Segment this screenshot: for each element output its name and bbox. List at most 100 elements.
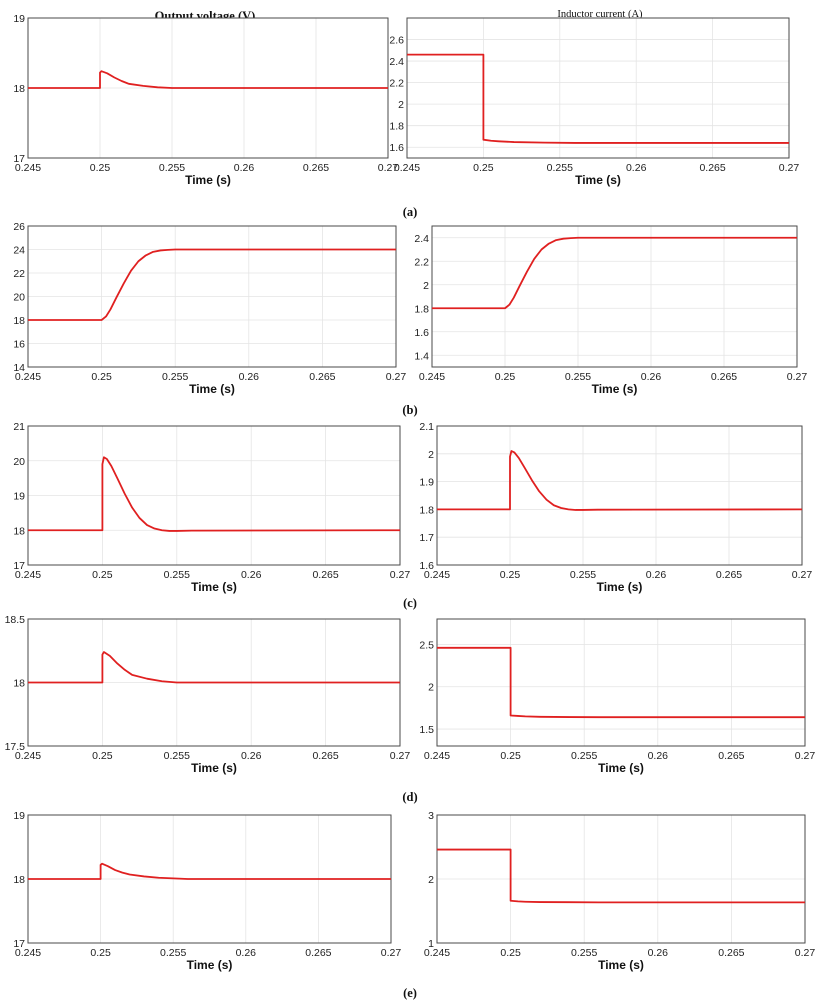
series-line bbox=[437, 848, 805, 904]
x-tick-label: 0.26 bbox=[626, 162, 647, 174]
y-tick-label: 17 bbox=[13, 153, 25, 165]
x-tick-label: 0.255 bbox=[547, 162, 573, 174]
x-tick-label: 0.26 bbox=[241, 750, 262, 762]
x-tick-label: 0.265 bbox=[716, 569, 742, 581]
y-tick-label: 1.4 bbox=[414, 350, 429, 362]
y-tick-label: 2 bbox=[398, 99, 404, 111]
x-tick-label: 0.26 bbox=[236, 947, 257, 959]
panel-b-left: 0.245 0.25 0.255 0.26 0.265 0.27 14 16 18 20 22 24 2… bbox=[13, 221, 406, 396]
x-tick-label: 0.255 bbox=[571, 947, 597, 959]
x-tick-label: 0.265 bbox=[711, 371, 737, 383]
y-tick-label: 18 bbox=[13, 874, 25, 886]
y-tick-label: 1.7 bbox=[419, 532, 434, 544]
y-tick-label: 3 bbox=[428, 810, 434, 822]
y-tick-label: 21 bbox=[13, 421, 25, 433]
x-tick-label: 0.27 bbox=[390, 569, 411, 581]
y-tick-label: 16 bbox=[13, 339, 25, 351]
panel-d-left: 0.245 0.25 0.255 0.26 0.265 0.27 17.5 18 18.5 Tim… bbox=[5, 614, 411, 775]
x-tick-label: 0.255 bbox=[162, 371, 188, 383]
title-right: Inductor current (A) bbox=[557, 9, 643, 20]
y-tick-label: 2.2 bbox=[389, 78, 404, 90]
y-tick-label: 22 bbox=[13, 268, 25, 280]
x-tick-label: 0.25 bbox=[473, 162, 494, 174]
y-tick-label: 19 bbox=[13, 810, 25, 822]
plot-frame bbox=[406, 17, 790, 159]
y-tick-label: 19 bbox=[13, 13, 25, 25]
y-tick-label: 1.6 bbox=[414, 327, 429, 339]
x-tick-label: 0.25 bbox=[495, 371, 516, 383]
y-tick-label: 1.6 bbox=[389, 142, 404, 154]
x-tick-label: 0.245 bbox=[394, 162, 420, 174]
x-tick-label: 0.255 bbox=[159, 162, 185, 174]
x-tick-label: 0.245 bbox=[15, 569, 41, 581]
x-tick-label: 0.245 bbox=[424, 569, 450, 581]
x-axis-label: Time (s) bbox=[189, 382, 235, 396]
plot-frame bbox=[27, 225, 397, 368]
x-tick-label: 0.265 bbox=[309, 371, 335, 383]
plot-frame bbox=[431, 225, 798, 368]
x-tick-label: 0.25 bbox=[90, 947, 111, 959]
y-tick-label: 20 bbox=[13, 456, 25, 468]
plot-frame bbox=[436, 814, 806, 944]
subfigure-label-e: (e) bbox=[403, 986, 417, 1000]
y-tick-label: 2 bbox=[428, 682, 434, 694]
x-tick-label: 0.265 bbox=[312, 569, 338, 581]
panel-a-right: 0.245 0.25 0.255 0.26 0.265 0.27 1.6 1.8 2 2.2 2.4… bbox=[389, 17, 799, 187]
y-tick-label: 18.5 bbox=[5, 614, 26, 626]
y-tick-label: 1 bbox=[428, 938, 434, 950]
y-tick-label: 1.6 bbox=[419, 560, 434, 572]
x-tick-label: 0.245 bbox=[15, 162, 41, 174]
x-tick-label: 0.26 bbox=[648, 947, 669, 959]
x-tick-label: 0.265 bbox=[303, 162, 329, 174]
x-tick-label: 0.265 bbox=[305, 947, 331, 959]
y-tick-label: 2.6 bbox=[389, 35, 404, 47]
x-tick-label: 0.27 bbox=[386, 371, 407, 383]
series-line bbox=[28, 651, 400, 684]
x-tick-label: 0.26 bbox=[234, 162, 255, 174]
x-tick-label: 0.255 bbox=[164, 569, 190, 581]
y-tick-label: 2.4 bbox=[414, 233, 429, 245]
x-tick-label: 0.25 bbox=[90, 162, 111, 174]
x-tick-label: 0.27 bbox=[795, 947, 816, 959]
x-axis-label: Time (s) bbox=[597, 580, 643, 594]
subfigure-label-d: (d) bbox=[402, 790, 417, 804]
y-tick-label: 1.9 bbox=[419, 477, 434, 489]
y-tick-label: 1.8 bbox=[414, 303, 429, 315]
y-tick-label: 19 bbox=[13, 491, 25, 503]
y-tick-label: 17.5 bbox=[5, 741, 26, 753]
panel-d-right: 0.245 0.25 0.255 0.26 0.265 0.27 1.5 2 2.5 Time (… bbox=[419, 618, 815, 775]
x-tick-label: 0.26 bbox=[646, 569, 667, 581]
x-tick-label: 0.25 bbox=[500, 750, 521, 762]
series-line bbox=[28, 70, 388, 89]
x-tick-label: 0.255 bbox=[570, 569, 596, 581]
y-tick-label: 2.4 bbox=[389, 56, 404, 68]
y-tick-label: 24 bbox=[13, 245, 25, 257]
plot-area bbox=[436, 425, 803, 566]
x-tick-label: 0.255 bbox=[571, 750, 597, 762]
x-tick-label: 0.245 bbox=[419, 371, 445, 383]
x-tick-label: 0.255 bbox=[160, 947, 186, 959]
y-tick-label: 20 bbox=[13, 292, 25, 304]
x-tick-label: 0.26 bbox=[241, 569, 262, 581]
x-axis-label: Time (s) bbox=[185, 173, 231, 187]
series-line bbox=[28, 248, 396, 321]
series-line bbox=[432, 236, 797, 310]
y-tick-label: 17 bbox=[13, 560, 25, 572]
panel-b-right: 0.245 0.25 0.255 0.26 0.265 0.27 1.4 1.6 1.8 2 2.2… bbox=[414, 225, 807, 396]
y-tick-label: 2 bbox=[428, 874, 434, 886]
panel-e-right: 0.245 0.25 0.255 0.26 0.265 0.27 1 2 3 Time (s) bbox=[424, 810, 816, 972]
plot-frame bbox=[436, 618, 806, 747]
y-tick-label: 18 bbox=[13, 83, 25, 95]
y-tick-label: 17 bbox=[13, 938, 25, 950]
x-tick-label: 0.265 bbox=[718, 947, 744, 959]
x-tick-label: 0.26 bbox=[648, 750, 669, 762]
x-tick-label: 0.245 bbox=[424, 947, 450, 959]
x-tick-label: 0.26 bbox=[239, 371, 260, 383]
x-tick-label: 0.25 bbox=[92, 750, 113, 762]
panel-c-left: 0.245 0.25 0.255 0.26 0.265 0.27 17 18 19 20 21 Tim… bbox=[13, 421, 410, 594]
series-line bbox=[437, 646, 805, 719]
series-line bbox=[28, 862, 391, 880]
x-axis-label: Time (s) bbox=[575, 173, 621, 187]
x-tick-label: 0.27 bbox=[792, 569, 813, 581]
